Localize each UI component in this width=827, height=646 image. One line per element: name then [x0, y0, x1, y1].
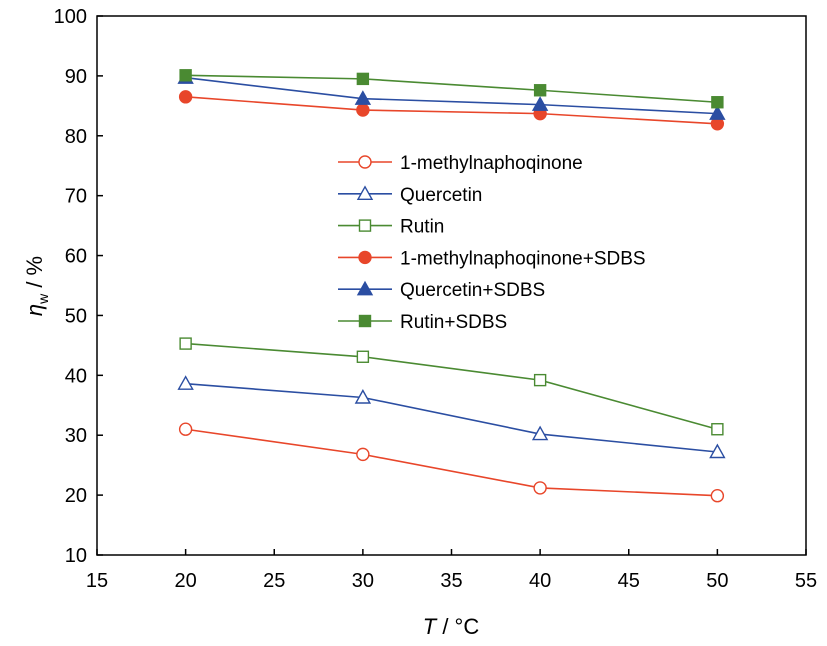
series-line	[185, 96, 718, 125]
series-line	[185, 74, 718, 104]
y-tick-label: 40	[65, 365, 87, 387]
legend-marker	[358, 314, 372, 328]
x-axis: 15 20 25 30 35 40 45 50 55	[86, 549, 817, 592]
data-point	[356, 72, 370, 86]
series-2	[177, 375, 726, 459]
y-axis-unit: / %	[22, 256, 47, 294]
y-tick-label: 60	[65, 246, 87, 268]
y-axis-title: ηw / %	[22, 256, 51, 316]
data-point	[710, 489, 725, 503]
series-line	[185, 342, 718, 431]
legend-marker	[356, 185, 374, 201]
y-tick-label: 80	[65, 126, 87, 148]
legend-label: Rutin+SDBS	[400, 312, 507, 333]
data-point	[354, 389, 372, 404]
y-tick-label: 90	[65, 66, 87, 88]
data-point	[711, 96, 724, 109]
x-axis-title: T / °C	[423, 614, 480, 639]
legend-item: Rutin+SDBS	[338, 312, 507, 333]
legend-item: Quercetin+SDBS	[338, 280, 545, 301]
x-axis-variable: T	[423, 614, 438, 639]
series-1	[178, 422, 725, 503]
data-point	[178, 90, 193, 104]
y-tick-label: 70	[65, 186, 87, 208]
legend-item: 1-methylnaphoqinone	[338, 153, 583, 174]
legend-label: 1-methylnaphoqinone	[400, 153, 583, 174]
y-axis: 10 20 30 40 50 60 70 80 90 100	[54, 6, 103, 567]
data-point	[179, 337, 192, 350]
x-tick-label: 30	[352, 570, 374, 592]
data-point	[356, 103, 370, 117]
legend-item: 1-methylnaphoqinone+SDBS	[338, 248, 646, 269]
data-point	[533, 373, 547, 387]
legend-label: Quercetin+SDBS	[400, 280, 545, 301]
data-point	[178, 422, 193, 436]
y-tick-label: 10	[65, 545, 87, 567]
y-tick-label: 30	[65, 425, 87, 447]
data-point	[709, 443, 726, 459]
series-layer	[177, 69, 726, 503]
data-point	[179, 69, 192, 82]
legend-item: Rutin	[338, 217, 444, 238]
data-point	[356, 350, 370, 363]
x-tick-label: 15	[86, 570, 108, 592]
data-point	[354, 90, 372, 105]
y-tick-label: 100	[54, 6, 87, 28]
data-point	[531, 425, 549, 441]
series-line	[185, 428, 718, 497]
legend-marker	[358, 155, 372, 169]
series-3	[179, 337, 724, 436]
data-point	[356, 447, 370, 462]
series-6	[179, 69, 724, 109]
x-tick-label: 35	[440, 570, 462, 592]
legend-label: Quercetin	[400, 185, 482, 206]
x-tick-label: 45	[618, 570, 640, 592]
legend-label: 1-methylnaphoqinone+SDBS	[400, 248, 646, 269]
x-tick-label: 55	[795, 570, 817, 592]
x-axis-unit: / °C	[436, 614, 479, 639]
legend-label: Rutin	[400, 217, 444, 238]
series-line	[185, 382, 718, 453]
x-tick-label: 40	[529, 570, 551, 592]
legend-marker	[358, 219, 372, 232]
x-tick-label: 20	[175, 570, 197, 592]
data-point	[177, 375, 194, 390]
x-tick-label: 25	[263, 570, 285, 592]
series-line	[185, 76, 718, 115]
legend-marker	[356, 280, 374, 296]
legend: 1-methylnaphoqinone Quercetin Rutin 1-methy…	[338, 153, 646, 333]
legend-marker	[358, 250, 372, 265]
data-point	[711, 423, 724, 436]
data-point	[533, 84, 547, 97]
data-point	[709, 105, 726, 120]
data-point	[531, 96, 549, 111]
data-point	[533, 481, 547, 495]
y-tick-label: 20	[65, 485, 87, 507]
legend-item: Quercetin	[338, 185, 482, 206]
x-tick-label: 50	[706, 570, 728, 592]
y-axis-subscript: w	[35, 293, 51, 305]
y-axis-variable: η	[22, 304, 47, 316]
y-tick-label: 50	[65, 305, 87, 327]
